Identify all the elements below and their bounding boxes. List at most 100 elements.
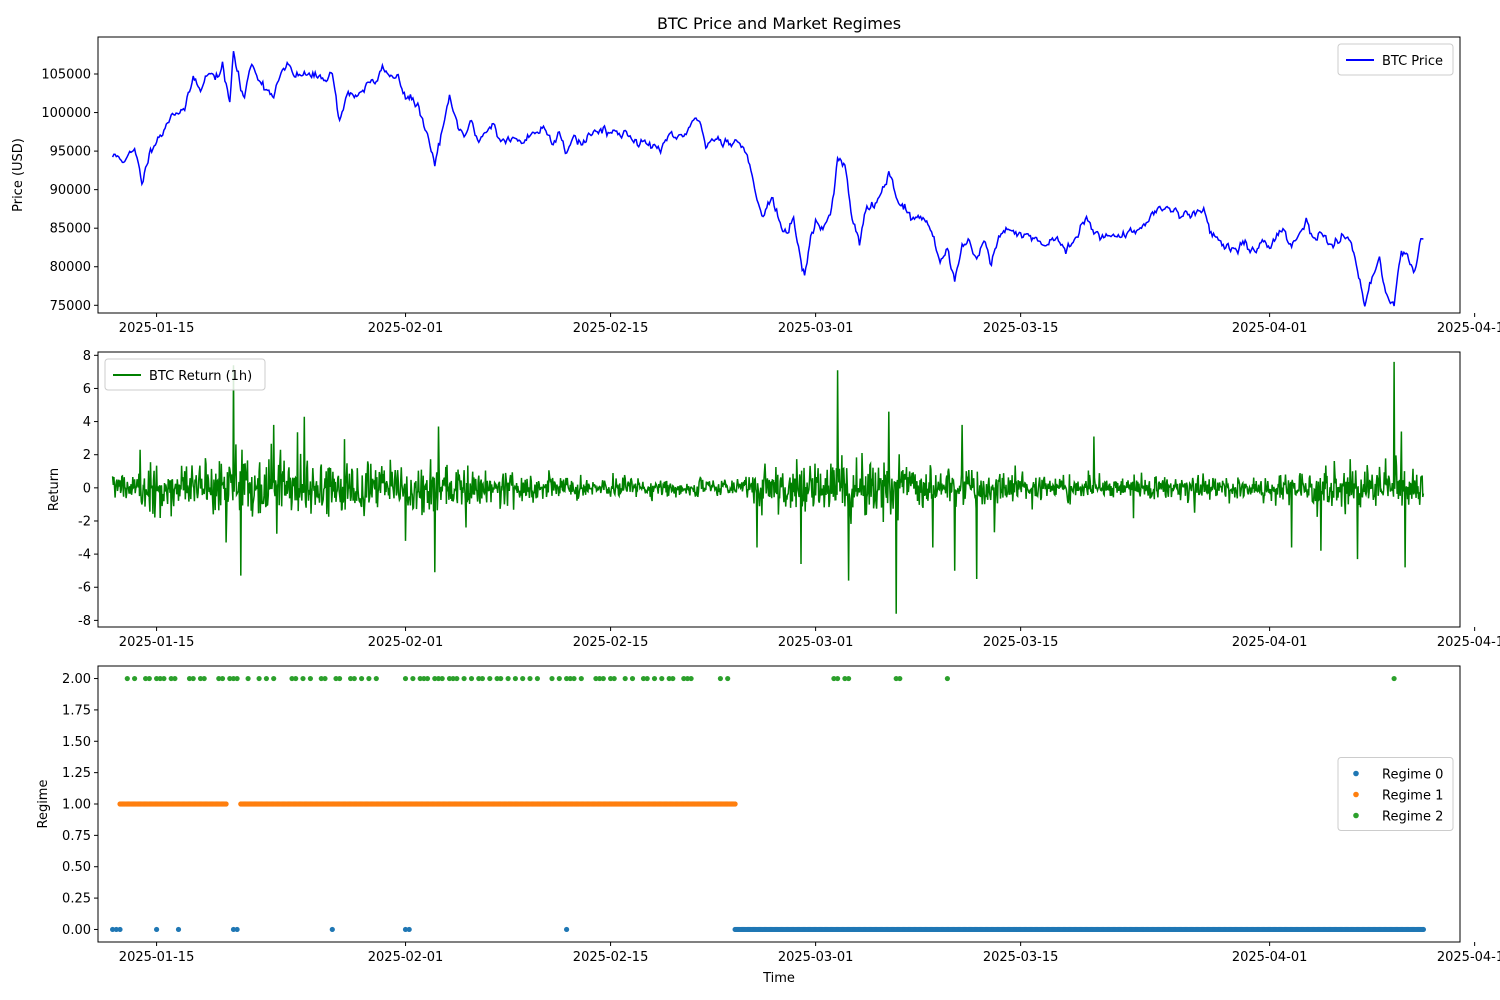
legend-label: Regime 0	[1382, 768, 1443, 783]
y-tick-label: 1.25	[62, 766, 91, 781]
y-tick-label: 2.00	[62, 672, 91, 687]
regime-point	[348, 675, 354, 682]
regime-panel: 2025-01-15 2025-02-01 2025-02-15 2025-03-01…	[36, 665, 1500, 986]
x-tick-label: 2025-03-15	[983, 635, 1059, 650]
regime-point	[216, 675, 222, 682]
regime-point	[831, 675, 837, 682]
regime-point	[1391, 675, 1397, 682]
y-tick-label: 6	[83, 382, 91, 397]
legend-marker	[1353, 791, 1359, 798]
legend-label: Regime 2	[1382, 810, 1443, 825]
regime-point	[337, 675, 343, 682]
price-panel: 2025-01-15 2025-02-01 2025-02-15 2025-03-01…	[11, 36, 1500, 336]
regime-point	[289, 675, 295, 682]
regime-point	[512, 675, 519, 682]
regime-point	[498, 675, 504, 682]
regime-point	[597, 675, 603, 682]
regime-point	[318, 675, 324, 682]
x-tick-label: 2025-04-01	[1232, 635, 1308, 650]
x-tick-label: 2025-02-01	[368, 321, 444, 336]
regime-point	[670, 675, 676, 682]
return-series-line	[111, 361, 1425, 614]
y-tick-label: 0.75	[62, 829, 91, 844]
regime-point	[230, 926, 237, 933]
regime-point	[564, 926, 570, 933]
regime-point	[666, 675, 672, 682]
regime-point	[154, 675, 160, 682]
x-tick-label: 2025-02-15	[573, 950, 649, 965]
regime-point	[432, 675, 438, 682]
y-tick-label: 4	[83, 415, 91, 430]
price-series-line	[111, 51, 1424, 307]
regime-point	[132, 675, 138, 682]
x-tick-label: 2025-03-01	[778, 950, 854, 965]
regime-point	[329, 926, 335, 933]
regime-point	[234, 926, 240, 933]
regime-point	[333, 675, 339, 682]
x-tick-label: 2025-03-01	[778, 635, 854, 650]
legend-box	[1337, 757, 1454, 831]
regime-point	[835, 675, 841, 682]
y-tick-label: 80000	[50, 260, 91, 275]
y-tick-label: -2	[78, 514, 91, 529]
legend-marker	[1353, 812, 1359, 819]
regime-point	[505, 675, 511, 682]
x-tick-label: 2025-02-15	[573, 321, 649, 336]
legend-box	[1337, 43, 1454, 76]
regime-point	[366, 675, 372, 682]
x-tick-label: 2025-01-15	[119, 635, 195, 650]
regime-point	[846, 675, 852, 682]
regime-1-points	[117, 801, 738, 807]
regime-point	[564, 675, 570, 682]
y-tick-label: 1.00	[62, 798, 91, 813]
y-tick-label: 0.50	[62, 860, 91, 875]
regime-point	[450, 675, 456, 682]
regime-point	[263, 675, 269, 682]
x-tick-label: 2025-01-15	[119, 321, 195, 336]
regime-point	[154, 926, 160, 933]
regime-point	[681, 675, 687, 682]
regime-point	[944, 675, 951, 682]
regime-point	[373, 675, 379, 682]
regime-point	[410, 675, 416, 682]
regime-point	[717, 675, 724, 682]
regime-point	[549, 675, 555, 682]
regime-point	[124, 675, 130, 682]
y-tick-label: 2	[83, 448, 91, 463]
regime-point	[421, 675, 427, 682]
regime-point	[110, 926, 116, 933]
regime-point	[842, 675, 848, 682]
regime-point	[611, 675, 617, 682]
regime-point	[629, 675, 636, 682]
x-tick-label: 2025-04-15	[1437, 635, 1500, 650]
y-tick-label: 75000	[50, 299, 91, 314]
x-tick-label: 2025-02-01	[368, 635, 444, 650]
y-tick-label: 1.50	[62, 735, 91, 750]
regime-point	[608, 675, 614, 682]
y-tick-label: -6	[78, 581, 91, 596]
regime-point	[435, 675, 442, 682]
return-panel: 2025-01-15 2025-02-01 2025-02-15 2025-03-01…	[47, 349, 1500, 650]
y-axis-label: Price (USD)	[11, 138, 26, 212]
regime-point	[402, 926, 409, 933]
regime-point	[688, 675, 694, 682]
regime-point	[494, 675, 500, 682]
regime-point	[487, 675, 493, 682]
regime-point	[578, 675, 584, 682]
regime-point	[175, 926, 182, 933]
regime-point	[684, 675, 691, 682]
plot-area	[110, 675, 1426, 933]
regime-point	[201, 675, 207, 682]
x-tick-label: 2025-03-01	[778, 321, 854, 336]
y-tick-label: -8	[78, 614, 91, 629]
regime-point	[600, 675, 606, 682]
x-tick-label: 2025-02-01	[368, 950, 444, 965]
legend-marker	[1353, 770, 1359, 777]
x-tick-label: 2025-04-15	[1437, 950, 1500, 965]
regime-point	[402, 675, 409, 682]
regime-point	[571, 675, 577, 682]
regime-point	[732, 801, 738, 807]
regime-point	[190, 675, 196, 682]
regime-point	[439, 675, 445, 682]
